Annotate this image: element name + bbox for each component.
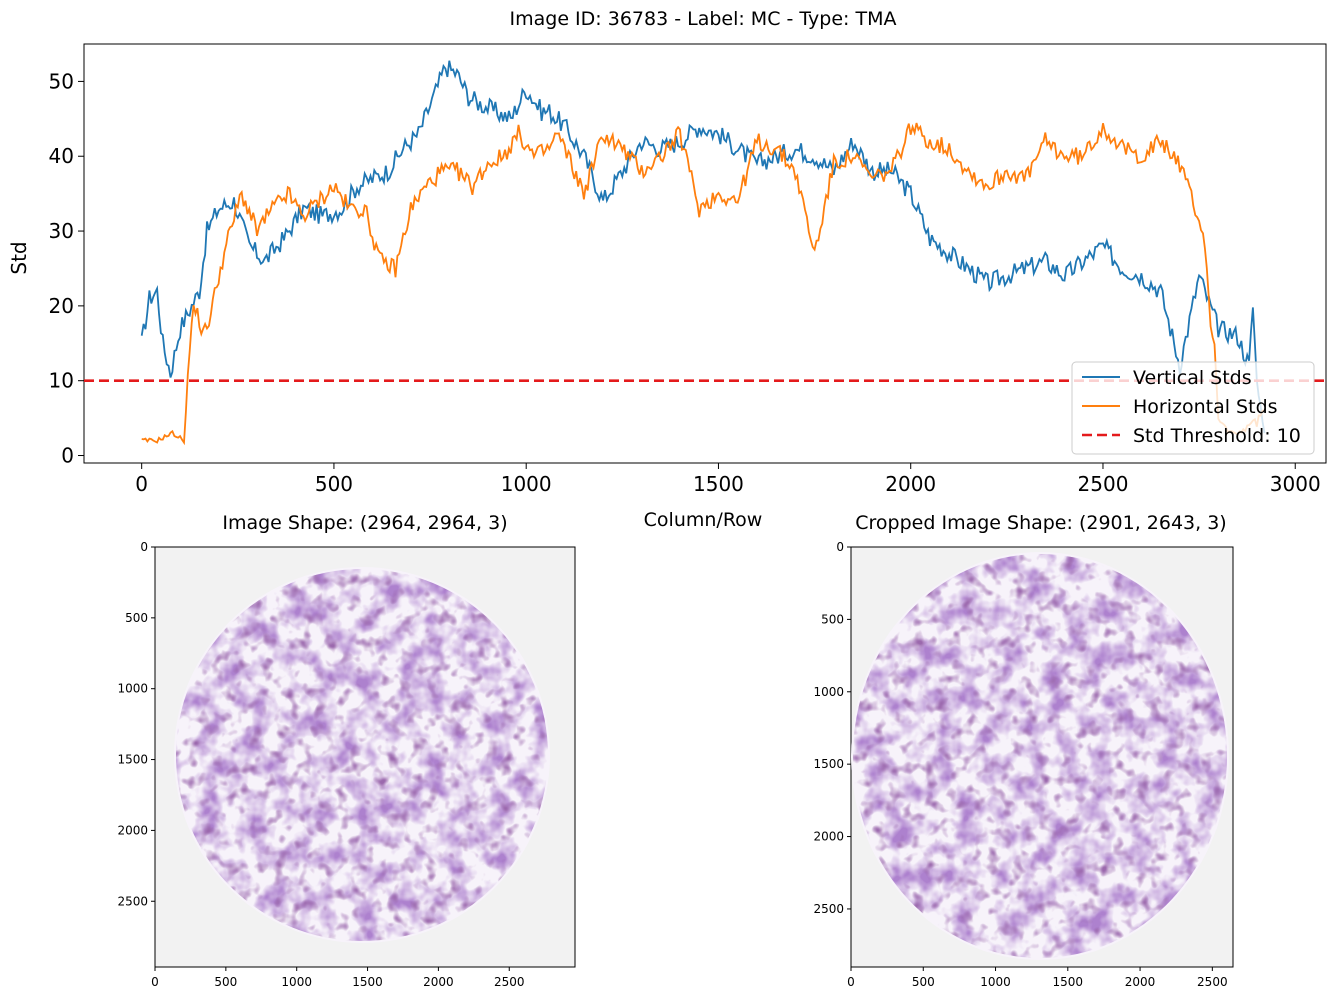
image-y-tick-label: 0 — [140, 540, 148, 554]
image-x-tick-label: 0 — [151, 975, 159, 989]
image-y-tick-label: 500 — [821, 612, 844, 626]
image-y-tick-label: 0 — [836, 540, 844, 554]
x-tick-label: 1500 — [693, 472, 744, 496]
image-x-tick-label: 2000 — [423, 975, 454, 989]
x-tick-label: 2500 — [1078, 472, 1129, 496]
x-tick-label: 2000 — [885, 472, 936, 496]
image-x-tick-label: 1000 — [281, 975, 312, 989]
line-chart: 0 10 20 30 40 50 0 500 1000 1500 2000 2500 3000 Std… — [7, 43, 1327, 531]
image-x-tick-label: 0 — [847, 975, 855, 989]
y-tick-label: 0 — [61, 444, 74, 468]
image-y-tick-label: 2500 — [117, 894, 148, 908]
x-axis-ticks: 0 500 1000 1500 2000 2500 3000 — [135, 463, 1321, 496]
image-x-tick-label: 1000 — [980, 975, 1011, 989]
original-image-panel: Image Shape: (2964, 2964, 3) 0 500 1000 150… — [117, 512, 576, 989]
image-x-tick-label: 500 — [912, 975, 935, 989]
image-x-tick-label: 1500 — [1053, 975, 1084, 989]
figure-suptitle: Image ID: 36783 - Label: MC - Type: TMA — [510, 8, 897, 30]
y-tick-label: 30 — [49, 219, 74, 243]
x-tick-label: 0 — [135, 472, 148, 496]
x-tick-label: 1000 — [501, 472, 552, 496]
tissue-core-cropped — [851, 552, 1229, 960]
legend-box — [1071, 361, 1315, 455]
series-line-vertical-stds — [140, 60, 1266, 434]
y-axis-ticks: 0 10 20 30 40 50 — [49, 69, 84, 468]
series-line-horizontal-stds — [141, 122, 1265, 446]
legend-label-threshold: Std Threshold: 10 — [1133, 425, 1301, 447]
image-y-tick-label: 1500 — [117, 753, 148, 767]
y-tick-label: 10 — [49, 369, 74, 393]
cropped-image-panel: Cropped Image Shape: (2901, 2643, 3) 0 50… — [813, 512, 1234, 989]
image-x-tick-label: 2000 — [1125, 975, 1156, 989]
image-x-tick-label: 2500 — [494, 975, 525, 989]
image-x-tick-label: 1500 — [352, 975, 383, 989]
image-y-tick-label: 2000 — [117, 823, 148, 837]
cropped-image-y-ticks: 0 500 1000 1500 2000 2500 — [813, 540, 851, 916]
original-image-y-ticks: 0 500 1000 1500 2000 2500 — [117, 540, 155, 908]
original-image-title: Image Shape: (2964, 2964, 3) — [222, 512, 507, 534]
y-axis-label: Std — [7, 241, 31, 274]
x-tick-label: 500 — [315, 472, 353, 496]
x-tick-label: 3000 — [1270, 472, 1321, 496]
image-y-tick-label: 500 — [125, 611, 148, 625]
legend-label-horizontal: Horizontal Stds — [1133, 396, 1278, 418]
image-y-tick-label: 2500 — [813, 902, 844, 916]
legend: Vertical Stds Horizontal Stds Std Thresh… — [1071, 361, 1315, 455]
image-x-tick-label: 500 — [214, 975, 237, 989]
y-tick-label: 40 — [49, 144, 74, 168]
cropped-image-title: Cropped Image Shape: (2901, 2643, 3) — [855, 512, 1226, 534]
image-y-tick-label: 1000 — [813, 685, 844, 699]
tissue-core-original — [174, 567, 550, 943]
image-x-tick-label: 2500 — [1197, 975, 1228, 989]
image-y-tick-label: 2000 — [813, 830, 844, 844]
original-image-x-ticks: 0 500 1000 1500 2000 2500 — [151, 967, 525, 989]
legend-label-vertical: Vertical Stds — [1133, 367, 1252, 389]
y-tick-label: 50 — [49, 69, 74, 93]
image-y-tick-label: 1500 — [813, 757, 844, 771]
image-y-tick-label: 1000 — [117, 682, 148, 696]
y-tick-label: 20 — [49, 294, 74, 318]
cropped-image-x-ticks: 0 500 1000 1500 2000 2500 — [847, 967, 1228, 989]
x-axis-label: Column/Row — [644, 509, 763, 531]
